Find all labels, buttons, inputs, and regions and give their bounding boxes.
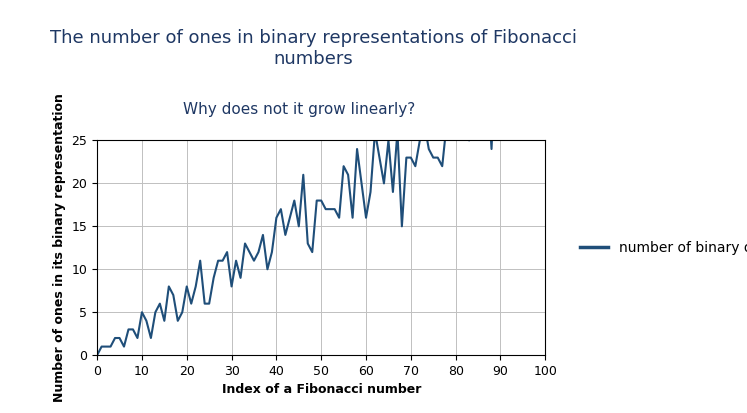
number of binary ones xyxy=(299,172,308,177)
Text: The number of ones in binary representations of Fibonacci
numbers: The number of ones in binary representat… xyxy=(50,29,577,68)
number of binary ones xyxy=(420,121,429,126)
X-axis label: Index of a Fibonacci number: Index of a Fibonacci number xyxy=(222,383,421,396)
number of binary ones xyxy=(178,310,187,315)
number of binary ones xyxy=(160,318,169,323)
number of binary ones xyxy=(93,353,102,358)
number of binary ones xyxy=(505,35,514,40)
Text: Why does not it grow linearly?: Why does not it grow linearly? xyxy=(183,102,415,117)
number of binary ones xyxy=(146,335,155,340)
number of binary ones xyxy=(379,181,388,186)
Legend: number of binary ones: number of binary ones xyxy=(574,235,747,260)
Y-axis label: Number of ones in its binary representation: Number of ones in its binary representat… xyxy=(53,93,66,402)
Line: number of binary ones: number of binary ones xyxy=(97,37,509,355)
